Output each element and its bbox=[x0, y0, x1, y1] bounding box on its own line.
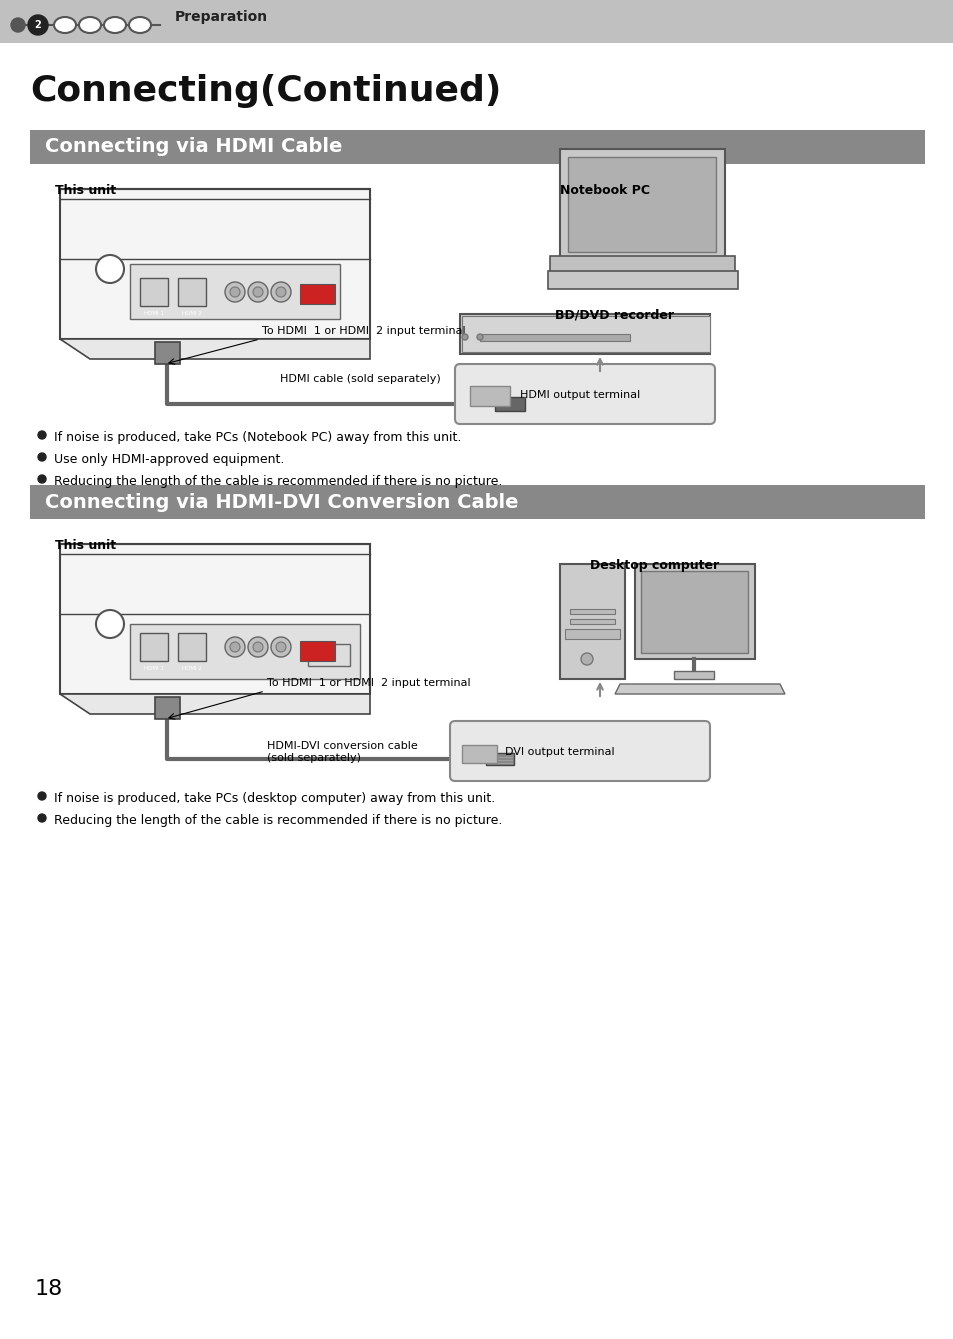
Text: Reducing the length of the cable is recommended if there is no picture.: Reducing the length of the cable is reco… bbox=[54, 814, 502, 828]
Circle shape bbox=[38, 814, 46, 822]
Circle shape bbox=[38, 453, 46, 461]
Bar bbox=[60, 189, 370, 339]
Text: Connecting via HDMI-DVI Conversion Cable: Connecting via HDMI-DVI Conversion Cable bbox=[45, 493, 518, 511]
Text: Preparation: Preparation bbox=[174, 9, 268, 24]
Bar bbox=[308, 644, 350, 665]
Text: 18: 18 bbox=[35, 1279, 63, 1299]
Text: Reducing the length of the cable is recommended if there is no picture.: Reducing the length of the cable is reco… bbox=[54, 475, 502, 487]
Text: If noise is produced, take PCs (desktop computer) away from this unit.: If noise is produced, take PCs (desktop … bbox=[54, 791, 495, 805]
Circle shape bbox=[28, 15, 48, 35]
Text: HDMI 2: HDMI 2 bbox=[182, 665, 202, 671]
Circle shape bbox=[275, 641, 286, 652]
Bar bbox=[495, 396, 524, 411]
Bar bbox=[567, 157, 716, 252]
Circle shape bbox=[275, 287, 286, 297]
Circle shape bbox=[96, 254, 124, 283]
Bar bbox=[140, 633, 168, 661]
Bar bbox=[140, 279, 168, 307]
Circle shape bbox=[271, 283, 291, 303]
Circle shape bbox=[253, 287, 263, 297]
Bar bbox=[178, 279, 206, 307]
Circle shape bbox=[461, 333, 468, 340]
FancyBboxPatch shape bbox=[455, 364, 714, 424]
Text: DVI output terminal: DVI output terminal bbox=[504, 747, 614, 757]
Text: HDMI 1: HDMI 1 bbox=[144, 311, 164, 316]
Bar bbox=[154, 341, 180, 364]
Bar bbox=[559, 564, 624, 679]
Circle shape bbox=[248, 283, 268, 303]
Text: Connecting via HDMI Cable: Connecting via HDMI Cable bbox=[45, 138, 342, 157]
Circle shape bbox=[38, 431, 46, 439]
Circle shape bbox=[580, 653, 593, 665]
Ellipse shape bbox=[104, 17, 126, 33]
Bar bbox=[299, 284, 335, 304]
Text: BD/DVD recorder: BD/DVD recorder bbox=[555, 309, 673, 321]
Text: This unit: This unit bbox=[55, 540, 116, 552]
Text: HDMI output terminal: HDMI output terminal bbox=[519, 390, 639, 400]
Text: If noise is produced, take PCs (Notebook PC) away from this unit.: If noise is produced, take PCs (Notebook… bbox=[54, 431, 461, 445]
Text: HDMI 1: HDMI 1 bbox=[144, 665, 164, 671]
Circle shape bbox=[476, 333, 482, 340]
Bar bbox=[461, 744, 497, 763]
Bar bbox=[30, 130, 924, 163]
Bar bbox=[154, 698, 180, 719]
Circle shape bbox=[253, 641, 263, 652]
Bar bbox=[547, 270, 738, 289]
Bar bbox=[564, 629, 619, 639]
Polygon shape bbox=[60, 339, 370, 359]
Bar bbox=[130, 624, 359, 679]
Text: To HDMI  1 or HDMI  2 input terminal: To HDMI 1 or HDMI 2 input terminal bbox=[262, 325, 465, 336]
Bar bbox=[60, 544, 370, 694]
Text: Connecting(Continued): Connecting(Continued) bbox=[30, 74, 501, 108]
Bar bbox=[470, 386, 510, 406]
Ellipse shape bbox=[129, 17, 151, 33]
Text: HDMI 2: HDMI 2 bbox=[182, 311, 202, 316]
Text: Notebook PC: Notebook PC bbox=[559, 183, 649, 197]
Bar bbox=[299, 641, 335, 661]
Bar bbox=[640, 570, 747, 653]
Bar bbox=[178, 633, 206, 661]
Circle shape bbox=[38, 475, 46, 483]
Polygon shape bbox=[60, 694, 370, 714]
Text: 2: 2 bbox=[34, 20, 41, 29]
Circle shape bbox=[96, 611, 124, 637]
Text: This unit: This unit bbox=[55, 183, 116, 197]
Circle shape bbox=[230, 641, 240, 652]
Ellipse shape bbox=[79, 17, 101, 33]
Bar bbox=[673, 671, 713, 679]
Bar bbox=[550, 256, 734, 274]
Bar bbox=[130, 264, 339, 319]
Circle shape bbox=[230, 287, 240, 297]
Bar bbox=[569, 619, 615, 624]
Circle shape bbox=[248, 637, 268, 657]
Text: Desktop computer: Desktop computer bbox=[589, 558, 719, 572]
Bar bbox=[485, 753, 514, 765]
FancyBboxPatch shape bbox=[450, 720, 709, 781]
Circle shape bbox=[225, 283, 245, 303]
Text: To HDMI  1 or HDMI  2 input terminal: To HDMI 1 or HDMI 2 input terminal bbox=[267, 678, 470, 688]
Bar bbox=[569, 609, 615, 615]
Bar bbox=[0, 0, 953, 43]
Polygon shape bbox=[615, 684, 784, 694]
Bar bbox=[479, 333, 629, 341]
Bar bbox=[459, 315, 709, 353]
Bar bbox=[30, 485, 924, 520]
Bar bbox=[635, 564, 754, 659]
Circle shape bbox=[225, 637, 245, 657]
Text: Use only HDMI-approved equipment.: Use only HDMI-approved equipment. bbox=[54, 453, 284, 466]
Circle shape bbox=[11, 17, 25, 32]
Circle shape bbox=[271, 637, 291, 657]
Circle shape bbox=[38, 791, 46, 799]
Bar bbox=[559, 149, 724, 258]
Text: HDMI cable (sold separately): HDMI cable (sold separately) bbox=[280, 374, 440, 384]
Text: HDMI-DVI conversion cable
(sold separately): HDMI-DVI conversion cable (sold separate… bbox=[267, 740, 417, 763]
Ellipse shape bbox=[54, 17, 76, 33]
Bar bbox=[461, 316, 709, 352]
